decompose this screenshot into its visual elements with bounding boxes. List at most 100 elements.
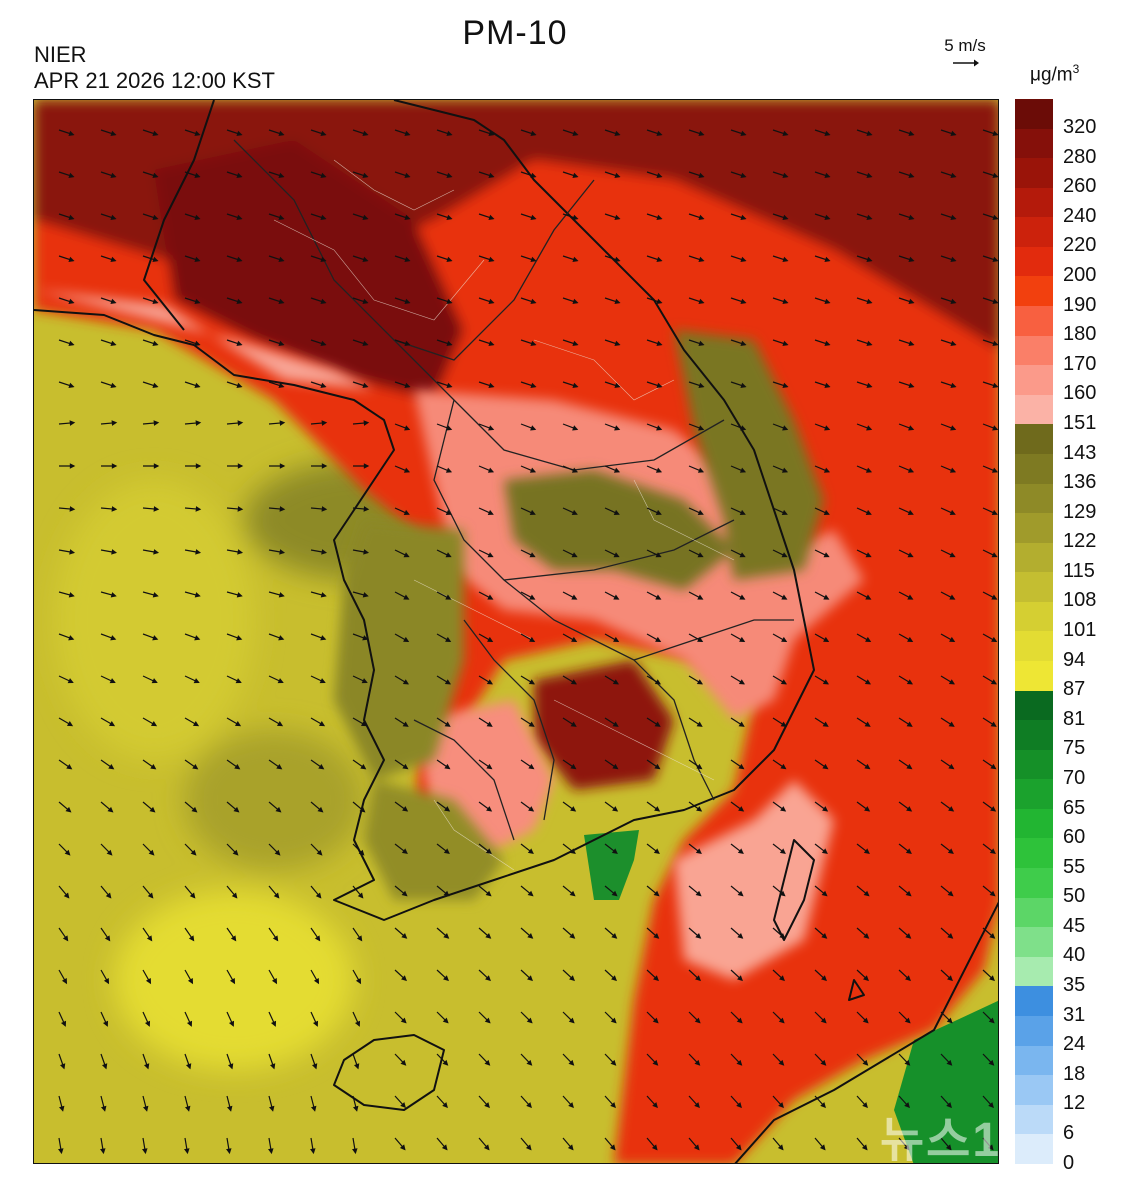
wind-arrowhead — [111, 549, 118, 555]
wind-arrowhead — [317, 806, 324, 813]
colorbar-swatch — [1015, 1075, 1053, 1105]
colorbar-swatch — [1015, 631, 1053, 661]
colorbar-swatch — [1015, 276, 1053, 307]
wind-arrowhead — [782, 172, 789, 179]
wind-arrowhead — [362, 298, 369, 305]
wind-arrowhead — [100, 1148, 106, 1155]
wind-arrowhead — [613, 509, 620, 516]
wind-arrowhead — [653, 933, 660, 939]
wind-arrowhead — [279, 506, 286, 512]
wind-arrowhead — [694, 1017, 701, 1024]
wind-arrowhead — [321, 463, 328, 469]
wind-arrowhead — [446, 172, 453, 179]
colorbar-swatch — [1015, 542, 1053, 573]
wind-arrowhead — [149, 806, 156, 813]
agency-label: NIER — [34, 42, 87, 67]
wind-arrowhead — [696, 763, 703, 770]
wind-arrowhead — [190, 849, 197, 856]
wind-arrowhead — [778, 1059, 785, 1066]
wind-arrowhead — [227, 1105, 233, 1112]
wind-arrowhead — [110, 130, 117, 137]
wind-arrowhead — [145, 978, 152, 985]
wind-arrowhead — [863, 975, 869, 982]
wind-arrowhead — [526, 1017, 533, 1024]
wind-arrowhead — [446, 130, 453, 137]
wind-arrowhead — [654, 763, 661, 770]
wind-arrowhead — [991, 594, 998, 600]
colorbar-tick-label: 24 — [1063, 1033, 1086, 1056]
wind-arrowhead — [528, 721, 535, 727]
wind-arrowhead — [443, 848, 450, 854]
wind-arrowhead — [656, 298, 663, 305]
wind-arrowhead — [824, 298, 831, 305]
wind-arrowhead — [527, 975, 533, 982]
wind-arrowhead — [488, 382, 495, 389]
wind-arrowhead — [739, 509, 746, 516]
wind-arrowhead — [110, 172, 117, 179]
wind-arrowhead — [990, 721, 997, 727]
wind-arrowhead — [908, 214, 915, 221]
wind-arrowhead — [992, 382, 998, 389]
wind-arrowhead — [269, 1063, 276, 1070]
wind-arrowhead — [146, 935, 153, 942]
wind-arrowhead — [278, 382, 285, 389]
wind-arrowhead — [737, 890, 744, 897]
wind-arrowhead — [192, 721, 200, 727]
wind-arrowhead — [236, 256, 243, 263]
wind-arrowhead — [656, 382, 663, 389]
wind-arrowhead — [233, 806, 240, 813]
wind-arrowhead — [237, 549, 244, 555]
wind-arrowhead — [231, 892, 238, 899]
wind-arrowhead — [443, 890, 450, 897]
wind-arrowhead — [278, 340, 285, 347]
wind-arrowhead — [402, 721, 409, 727]
wind-arrowhead — [740, 340, 747, 347]
wind-arrowhead — [949, 594, 956, 600]
wind-arrowhead — [865, 594, 872, 600]
wind-arrowhead — [400, 1059, 407, 1066]
wind-arrowhead — [571, 552, 578, 558]
wind-arrowhead — [908, 130, 915, 137]
wind-arrowhead — [152, 172, 159, 179]
wind-arrowhead — [236, 635, 243, 641]
wind-arrowhead — [276, 721, 284, 727]
wind-arrowhead — [354, 1020, 361, 1027]
wind-arrowhead — [110, 256, 117, 263]
wind-arrowhead — [68, 592, 75, 598]
wind-arrowhead — [866, 382, 873, 389]
wind-arrowhead — [611, 933, 618, 939]
wind-arrowhead — [315, 892, 322, 899]
wind-arrowhead — [529, 467, 537, 473]
wind-arrowhead — [572, 425, 579, 431]
wind-arrowhead — [320, 214, 327, 221]
wind-arrowhead — [445, 509, 452, 516]
wind-arrowhead — [236, 130, 243, 137]
wind-arrowhead — [64, 849, 71, 856]
wind-arrowhead — [656, 256, 663, 263]
wind-arrowhead — [948, 721, 955, 727]
wind-arrowhead — [862, 1059, 869, 1066]
wind-arrowhead — [313, 978, 320, 985]
wind-arrowhead — [237, 420, 244, 426]
colorbar-tick-label: 81 — [1063, 707, 1086, 730]
colorbar-swatch — [1015, 808, 1053, 839]
wind-arrowhead — [778, 1017, 785, 1024]
wind-arrowhead — [611, 975, 617, 982]
wind-arrowhead — [780, 806, 787, 812]
wind-arrowhead — [530, 340, 537, 347]
wind-arrowhead — [184, 1148, 190, 1155]
wind-arrowhead — [152, 340, 159, 347]
colorbar-swatch — [1015, 927, 1053, 957]
wind-arrowhead — [236, 214, 243, 221]
wind-arrowhead — [863, 933, 870, 939]
wind-arrowhead — [571, 509, 578, 516]
wind-arrowhead — [278, 130, 285, 137]
wind-arrowhead — [488, 340, 495, 347]
wind-arrowhead — [446, 256, 453, 263]
wind-arrowhead — [530, 425, 537, 431]
wind-arrowhead — [865, 509, 872, 516]
colorbar-swatch — [1015, 217, 1053, 247]
wind-arrowhead — [906, 763, 913, 770]
wind-arrowhead — [274, 849, 281, 856]
wind-arrowhead — [527, 933, 534, 939]
